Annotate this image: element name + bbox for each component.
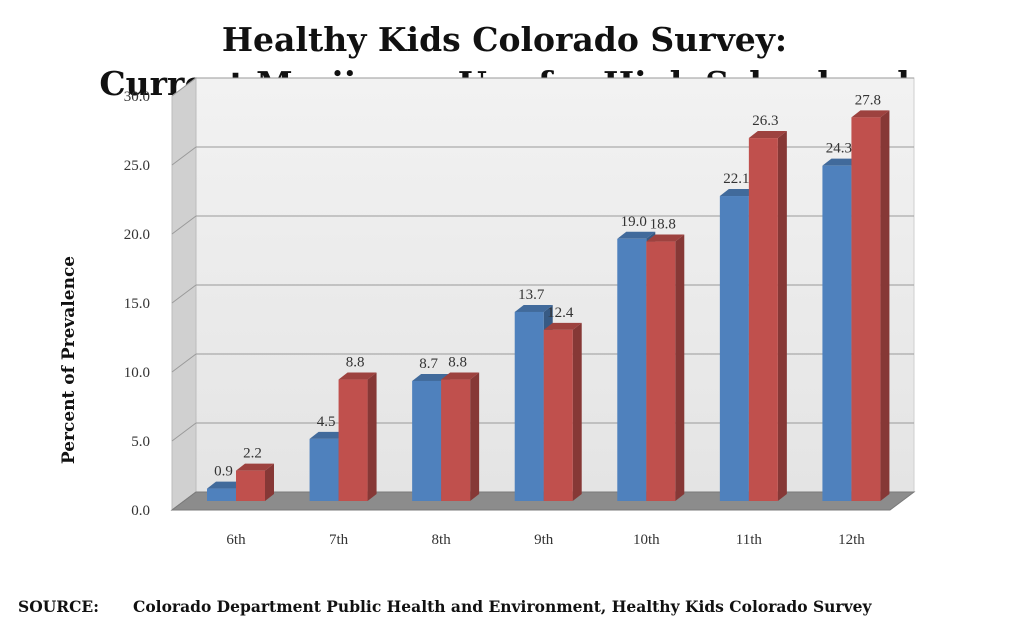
bar-side-2015-11th bbox=[777, 131, 787, 501]
gridline-side bbox=[171, 77, 197, 97]
gridline-side bbox=[171, 353, 197, 373]
data-label-2015-7th: 8.8 bbox=[346, 355, 365, 371]
bar-top-2015-7th bbox=[338, 372, 377, 380]
x-tick-label-11th: 11th bbox=[736, 532, 763, 548]
source-note: SOURCE: Colorado Department Public Health… bbox=[18, 597, 871, 616]
bar-side-2015-12th bbox=[880, 110, 890, 502]
source-text: Colorado Department Public Health and En… bbox=[133, 597, 872, 616]
chart-title-line-1: Healthy Kids Colorado Survey: bbox=[221, 20, 788, 59]
x-tick-label-8th: 8th bbox=[432, 532, 452, 548]
data-label-2015-9th: 12.4 bbox=[547, 305, 574, 321]
data-label-2013-9th: 13.7 bbox=[518, 287, 545, 303]
y-tick-label: 25.0 bbox=[124, 158, 150, 174]
bar-top-2013-8th bbox=[412, 373, 451, 381]
bar-top-2013-11th bbox=[719, 189, 758, 197]
bar-top-2015-12th bbox=[851, 110, 890, 118]
bar-top-2013-12th bbox=[822, 158, 861, 166]
y-tick-label: 0.0 bbox=[131, 503, 150, 519]
gridline-side bbox=[171, 146, 197, 166]
bar-2013-9th bbox=[514, 311, 544, 501]
bar-2013-12th bbox=[822, 165, 852, 501]
bar-top-2015-10th bbox=[646, 234, 685, 242]
x-tick-label-10th: 10th bbox=[633, 532, 660, 548]
gridline-side bbox=[171, 215, 197, 235]
gridline-side bbox=[171, 422, 197, 442]
data-label-2015-11th: 26.3 bbox=[752, 113, 778, 129]
bar-2015-12th bbox=[851, 117, 881, 502]
data-label-2013-11th: 22.1 bbox=[723, 171, 749, 187]
source-label: SOURCE: bbox=[18, 597, 99, 616]
y-tick-label: 15.0 bbox=[124, 296, 150, 312]
data-label-2013-6th: 0.9 bbox=[214, 464, 233, 480]
data-label-2015-10th: 18.8 bbox=[650, 217, 676, 233]
bar-side-2015-10th bbox=[675, 234, 685, 501]
data-label-2013-7th: 4.5 bbox=[317, 414, 336, 430]
bar-2013-6th bbox=[207, 488, 236, 501]
bar-top-2015-6th bbox=[236, 463, 274, 471]
bar-side-2015-8th bbox=[470, 372, 480, 501]
x-tick-label-7th: 7th bbox=[329, 532, 349, 548]
bar-top-2013-9th bbox=[514, 304, 553, 312]
bar-2013-7th bbox=[309, 438, 339, 501]
bar-chart: 0.0 5.0 10.0 15.0 20.0 25.0 30.0 Percent of Pre… bbox=[59, 77, 916, 548]
bar-side-2015-7th bbox=[367, 372, 377, 501]
data-label-2015-8th: 8.8 bbox=[448, 355, 467, 371]
bar-2015-7th bbox=[338, 379, 368, 501]
x-tick-label-6th: 6th bbox=[226, 532, 246, 548]
bar-top-2015-8th bbox=[441, 372, 480, 380]
bar-2015-11th bbox=[748, 138, 778, 501]
bar-2013-11th bbox=[719, 196, 749, 501]
bar-top-2013-6th bbox=[207, 481, 245, 489]
data-label-2015-12th: 27.8 bbox=[855, 92, 881, 108]
y-tick-label: 20.0 bbox=[124, 227, 150, 243]
gridline-side bbox=[171, 284, 197, 304]
bar-2013-10th bbox=[617, 238, 647, 502]
bar-2015-8th bbox=[441, 379, 471, 501]
y-tick-label: 5.0 bbox=[131, 434, 150, 450]
x-tick-label-12th: 12th bbox=[838, 532, 865, 548]
data-label-2013-12th: 24.3 bbox=[826, 141, 852, 157]
bar-top-2015-11th bbox=[748, 131, 787, 139]
bar-top-2013-7th bbox=[309, 431, 348, 439]
bar-top-2015-9th bbox=[543, 322, 582, 330]
bar-2015-10th bbox=[646, 241, 676, 501]
data-label-2013-8th: 8.7 bbox=[419, 356, 438, 372]
bar-2013-8th bbox=[412, 380, 442, 501]
bar-2015-6th bbox=[236, 470, 265, 501]
bar-side-2015-6th bbox=[265, 463, 274, 501]
data-label-2013-10th: 19.0 bbox=[621, 214, 647, 230]
data-label-2015-6th: 2.2 bbox=[243, 446, 262, 462]
y-tick-label: 10.0 bbox=[124, 365, 150, 381]
bar-top-2013-10th bbox=[617, 231, 656, 239]
y-axis-label: Percent of Prevalence bbox=[59, 256, 79, 464]
bar-side-2015-9th bbox=[572, 322, 582, 501]
x-tick-label-9th: 9th bbox=[534, 532, 554, 548]
bar-2015-9th bbox=[543, 329, 573, 501]
y-tick-label: 30.0 bbox=[124, 89, 150, 105]
